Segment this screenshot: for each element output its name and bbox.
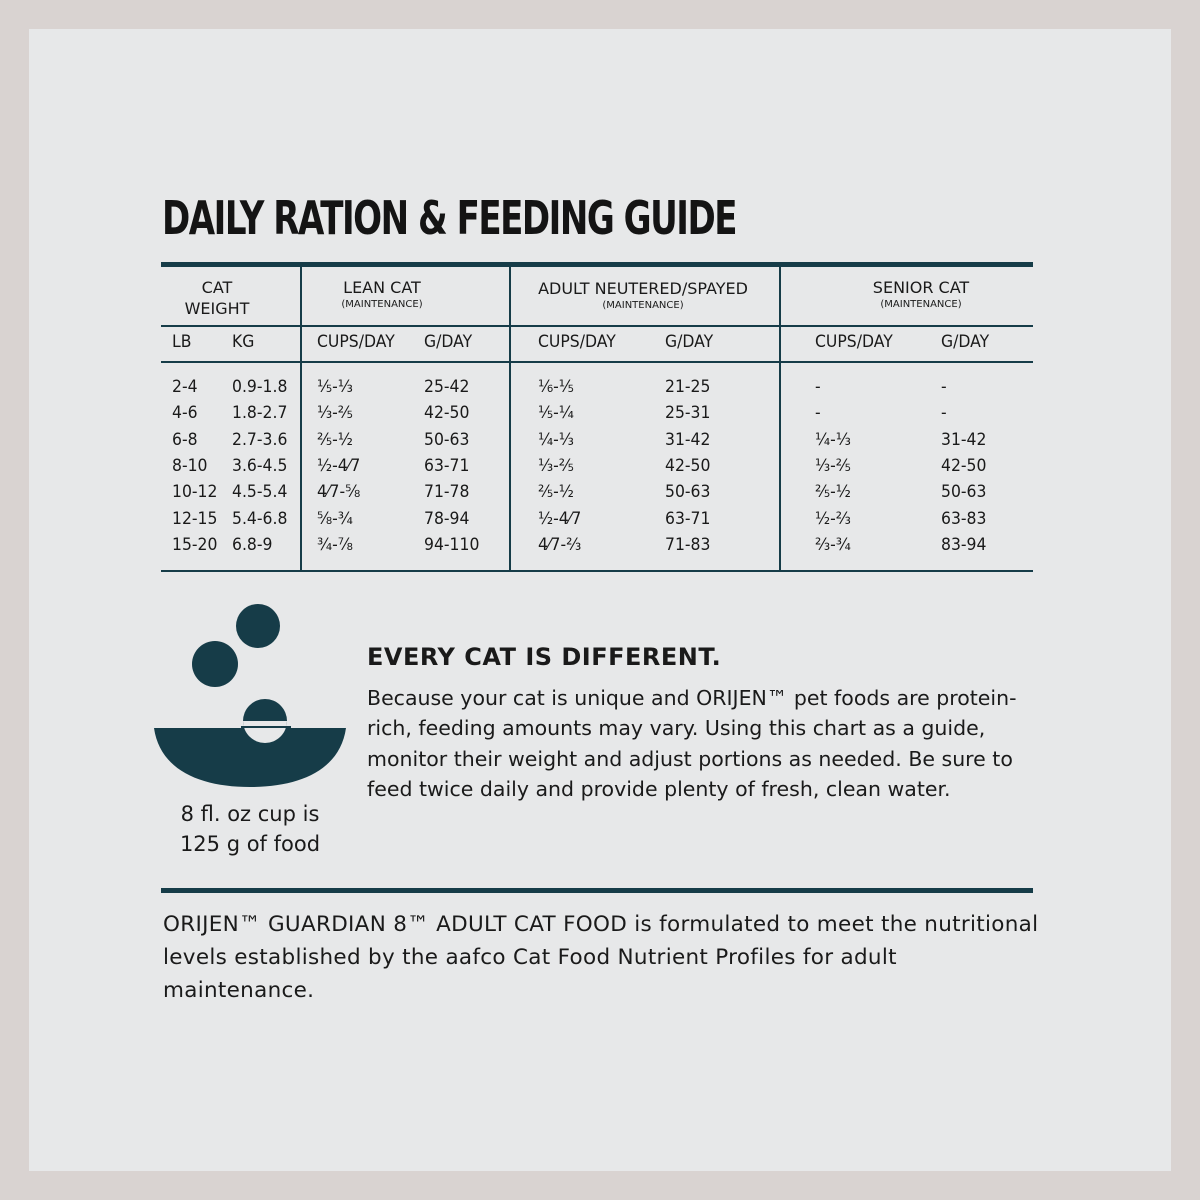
- table-cell: 4-6: [172, 403, 198, 424]
- table-cell: 63-71: [665, 508, 711, 529]
- table-cell: 42-50: [665, 455, 711, 476]
- table-cell: ⅔-¾: [815, 534, 851, 555]
- footer-statement: ORIJEN™ GUARDIAN 8™ ADULT CAT FOOD is fo…: [163, 912, 1039, 1003]
- table-cell: -: [941, 403, 947, 424]
- table-cell: 63-71: [424, 455, 470, 476]
- table-cell: 15-20: [172, 534, 218, 555]
- table-cell: 2.7-3.6: [232, 429, 288, 450]
- table-cell: ½-⅔: [815, 508, 851, 529]
- table-cell: 42-50: [424, 403, 470, 424]
- column-label: CUPS/DAY: [538, 332, 616, 352]
- every-cat-heading: EVERY CAT IS DIFFERENT.: [367, 643, 722, 671]
- bowl-with-kibble-icon: [154, 604, 346, 787]
- cup-note: 8 fl. oz cup is 125 g of food: [179, 802, 321, 856]
- table-cell: 83-94: [941, 534, 987, 555]
- group-header-adult: ADULT NEUTERED/SPAYED (MAINTENANCE): [538, 279, 748, 311]
- table-cell: 31-42: [941, 429, 987, 450]
- column-label: G/DAY: [665, 332, 714, 352]
- table-cell: ¼-⅓: [815, 429, 851, 450]
- table-cell: ¾-⅞: [317, 534, 353, 555]
- page-title: DAILY RATION & FEEDING GUIDE: [162, 191, 738, 245]
- table-cell: ⅖-½: [538, 482, 574, 503]
- table-cell: 21-25: [665, 377, 711, 397]
- table-cell: ⅕-¼: [538, 403, 574, 424]
- group-header-senior: SENIOR CAT (MAINTENANCE): [872, 278, 970, 310]
- table-cell: 5.4-6.8: [232, 508, 288, 529]
- table-cell: ¼-⅓: [538, 429, 574, 450]
- table-cell: 6-8: [172, 429, 198, 450]
- table-cell: 12-15: [172, 508, 218, 529]
- table-cell: ⅙-⅕: [538, 377, 574, 397]
- label-panel: DAILY RATION & FEEDING GUIDE CAT WEIGHT L…: [29, 29, 1171, 1171]
- table-cell: 0.9-1.8: [232, 377, 288, 397]
- table-cell: ⅖-½: [317, 429, 353, 450]
- table-cell: 42-50: [941, 455, 987, 476]
- table-cell: 71-83: [665, 534, 711, 555]
- footer-rule: [161, 888, 1033, 893]
- table-cell: 50-63: [665, 482, 711, 503]
- table-cell: 4.5-5.4: [232, 482, 288, 503]
- group-header-weight: CAT WEIGHT: [184, 278, 250, 318]
- group-header-lean: LEAN CAT (MAINTENANCE): [341, 278, 423, 310]
- table-cell: 25-42: [424, 377, 470, 397]
- column-label: G/DAY: [941, 332, 990, 352]
- table-cell: 4⁄7-⅔: [538, 534, 582, 555]
- table-cell: 25-31: [665, 403, 711, 424]
- table-cell: 78-94: [424, 508, 470, 529]
- column-label: KG: [232, 332, 255, 352]
- table-cell: ⅓-⅖: [815, 455, 851, 476]
- column-label: CUPS/DAY: [317, 332, 395, 352]
- table-cell: 31-42: [665, 429, 711, 450]
- table-divider-2: [509, 267, 511, 572]
- table-cell: ½-4⁄7: [538, 508, 582, 529]
- table-cell: 50-63: [941, 482, 987, 503]
- column-label: LB: [172, 332, 192, 352]
- table-cell: 2-4: [172, 377, 198, 397]
- every-cat-body: Because your cat is unique and ORIJEN™ p…: [367, 686, 1017, 801]
- table-cell: 4⁄7-⅝: [317, 482, 361, 503]
- table-top-rule: [161, 262, 1033, 267]
- column-label: CUPS/DAY: [815, 332, 893, 352]
- table-cell: ⅓-⅖: [538, 455, 574, 476]
- column-label: G/DAY: [424, 332, 473, 352]
- table-cell: 63-83: [941, 508, 987, 529]
- table-cell: 71-78: [424, 482, 470, 503]
- table-cell: ⅝-¾: [317, 508, 353, 529]
- table-cell: ⅓-⅖: [317, 403, 353, 424]
- table-cell: -: [815, 403, 821, 424]
- table-cell: ⅕-⅓: [317, 377, 353, 397]
- table-cell: -: [941, 377, 947, 397]
- table-cell: 1.8-2.7: [232, 403, 288, 424]
- table-cell: 8-10: [172, 455, 208, 476]
- table-divider-1: [300, 267, 302, 572]
- table-divider-3: [779, 267, 781, 572]
- table-cell: -: [815, 377, 821, 397]
- table-cell: 94-110: [424, 534, 480, 555]
- table-cell: ½-4⁄7: [317, 455, 361, 476]
- table-cell: 3.6-4.5: [232, 455, 288, 476]
- table-header-rule: [161, 325, 1033, 327]
- table-cell: ⅖-½: [815, 482, 851, 503]
- table-colhead-rule: [161, 361, 1033, 363]
- table-cell: 50-63: [424, 429, 470, 450]
- table-bottom-rule: [161, 570, 1033, 572]
- table-cell: 10-12: [172, 482, 218, 503]
- table-cell: 6.8-9: [232, 534, 273, 555]
